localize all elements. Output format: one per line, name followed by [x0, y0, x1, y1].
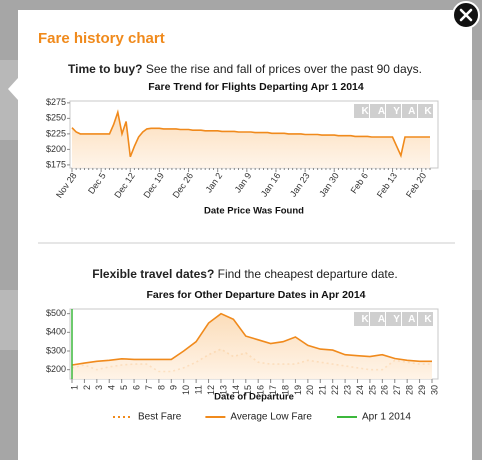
x-tick-label: 27 — [392, 385, 402, 395]
x-axis-label: Date Price Was Found — [204, 206, 304, 217]
y-tick-label: $500 — [46, 308, 66, 318]
x-tick-label: 30 — [429, 385, 439, 395]
x-tick-label: 16 — [256, 385, 266, 395]
modal-title: Fare history chart — [38, 30, 165, 47]
x-tick-label: 28 — [405, 385, 415, 395]
x-tick-label: 24 — [355, 385, 365, 395]
legend-label: Best Fare — [138, 412, 182, 423]
watermark-box — [370, 312, 385, 326]
x-tick-label: 21 — [318, 385, 328, 395]
x-tick-label: 9 — [169, 385, 179, 390]
watermark: KAYAK — [354, 104, 441, 118]
x-tick-label: 3 — [94, 385, 104, 390]
watermark: KAYAK — [354, 312, 441, 326]
x-tick-label: 2 — [82, 385, 92, 390]
chart-title: Fares for Other Departure Dates in Apr 2… — [146, 289, 365, 301]
area — [72, 313, 432, 379]
watermark-box — [354, 312, 369, 326]
area — [72, 112, 430, 168]
watermark-text: KAYAK — [362, 314, 441, 325]
watermark-box — [370, 104, 385, 118]
line — [71, 312, 432, 366]
x-tick-label: 26 — [380, 385, 390, 395]
y-tick-label: $175 — [46, 159, 66, 169]
x-tick-label: 29 — [417, 385, 427, 395]
x-tick-label: 1 — [69, 385, 79, 390]
backdrop-block — [472, 100, 482, 190]
x-tick-label: 11 — [194, 385, 204, 394]
legend-label: Apr 1 2014 — [362, 412, 411, 423]
section-lead: Flexible travel dates? — [92, 267, 214, 281]
x-tick-label: 12 — [206, 385, 216, 395]
backdrop-block — [0, 60, 18, 140]
x-tick-label: 5 — [119, 385, 129, 390]
watermark-box — [386, 312, 401, 326]
y-tick-label: $400 — [46, 327, 66, 337]
watermark-box — [418, 312, 433, 326]
watermark-text: KAYAK — [362, 106, 441, 117]
x-tick-label: 23 — [342, 385, 352, 395]
modal-panel — [18, 10, 472, 460]
charts: Fare Trend for Flights Departing Apr 1 2… — [46, 81, 441, 423]
x-tick-label: 17 — [268, 385, 278, 395]
legend-label: Average Low Fare — [230, 412, 312, 423]
section-text: See the rise and fall of prices over the… — [146, 62, 422, 76]
x-tick-label: 19 — [293, 385, 303, 395]
close-icon[interactable] — [459, 8, 473, 22]
y-tick-label: $250 — [46, 113, 66, 123]
x-tick-label: 6 — [131, 385, 141, 390]
x-tick-label: 15 — [243, 385, 253, 395]
section-text: Find the cheapest departure date. — [218, 267, 398, 281]
x-tick-label: 8 — [156, 385, 166, 390]
section-lead: Time to buy? — [68, 62, 142, 76]
y-tick-label: $200 — [46, 144, 66, 154]
y-tick-label: $225 — [46, 128, 66, 138]
section-heading: Flexible travel dates? Find the cheapest… — [92, 267, 398, 281]
x-tick-label: 20 — [305, 385, 315, 395]
watermark-box — [386, 104, 401, 118]
watermark-box — [402, 104, 417, 118]
modal: Fare history chart Time to buy? See the … — [8, 10, 472, 460]
modal-pointer — [8, 78, 18, 100]
watermark-box — [402, 312, 417, 326]
section-heading: Time to buy? See the rise and fall of pr… — [68, 62, 422, 76]
x-tick-label: 18 — [280, 385, 290, 395]
line — [71, 109, 430, 159]
backdrop-block — [0, 290, 18, 350]
chart-title: Fare Trend for Flights Departing Apr 1 2… — [148, 81, 364, 93]
x-tick-label: 7 — [144, 385, 154, 390]
x-tick-label: 10 — [181, 385, 191, 395]
y-tick-label: $275 — [46, 97, 66, 107]
x-tick-label: 14 — [231, 385, 241, 395]
close-button[interactable] — [452, 1, 480, 29]
x-axis-label: Date of Departure — [214, 392, 294, 403]
y-tick-label: $200 — [46, 364, 66, 374]
watermark-box — [354, 104, 369, 118]
x-tick-label: 13 — [218, 385, 228, 395]
y-tick-label: $300 — [46, 345, 66, 355]
watermark-box — [418, 104, 433, 118]
x-tick-label: 22 — [330, 385, 340, 395]
x-tick-label: 25 — [367, 385, 377, 395]
x-tick-label: 4 — [107, 385, 117, 390]
